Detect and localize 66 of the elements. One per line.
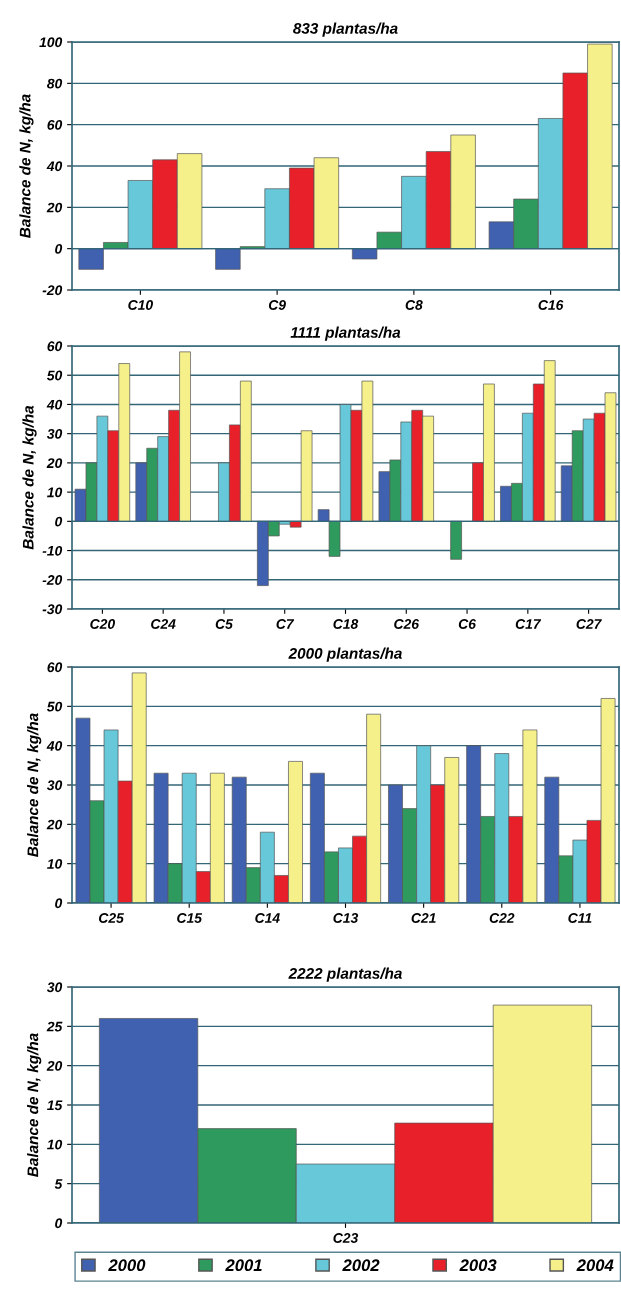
x-tick-label: C15 bbox=[177, 913, 203, 923]
x-tick-label: C18 bbox=[333, 619, 359, 629]
x-tick-label: C8 bbox=[405, 300, 423, 310]
y-tick-label: 0 bbox=[55, 244, 63, 254]
y-tick-label: 5 bbox=[54, 1179, 63, 1189]
y-tick-label: 20 bbox=[46, 819, 63, 830]
x-tick-label: C17 bbox=[515, 619, 542, 629]
x-tick-label: C5 bbox=[215, 619, 233, 629]
y-tick-label: 60 bbox=[47, 662, 63, 673]
y-tick-label: -20 bbox=[42, 575, 63, 585]
y-tick-label: 15 bbox=[47, 1100, 63, 1111]
x-tick-label: C16 bbox=[538, 300, 564, 310]
x-tick-label: C10 bbox=[128, 300, 153, 310]
y-axis-title: Balance de N, kg/ha bbox=[27, 713, 42, 857]
y-tick-label: 80 bbox=[47, 78, 63, 89]
y-tick-label: 20 bbox=[46, 1061, 63, 1071]
y-axis-title: Balance de N, kg/ha bbox=[27, 1033, 42, 1177]
y-tick-label: 60 bbox=[47, 341, 63, 352]
x-tick-label: C6 bbox=[458, 619, 477, 629]
y-tick-label: 50 bbox=[46, 370, 63, 381]
x-tick-label: C11 bbox=[568, 913, 592, 923]
y-tick-label: 10 bbox=[47, 1139, 63, 1150]
x-tick-label: C23 bbox=[333, 1233, 359, 1243]
y-tick-label: -20 bbox=[42, 285, 63, 296]
y-tick-label: 20 bbox=[46, 202, 63, 213]
chart-title: 2222 plantas/ha bbox=[288, 967, 402, 982]
legend-label: 2000 bbox=[108, 1259, 146, 1272]
y-tick-label: 30 bbox=[46, 429, 63, 439]
y-tick-label: 25 bbox=[46, 1021, 63, 1032]
y-tick-label: 0 bbox=[55, 898, 63, 909]
x-tick-label: C13 bbox=[333, 913, 359, 923]
y-tick-label: 50 bbox=[46, 701, 63, 712]
y-tick-label: 60 bbox=[47, 120, 63, 130]
x-tick-label: C9 bbox=[268, 300, 286, 310]
chart-title: 2000 plantas/ha bbox=[288, 647, 402, 662]
legend-label: 2003 bbox=[459, 1259, 497, 1272]
chart-title: 1111 plantas/ha bbox=[290, 326, 401, 341]
y-tick-label: 10 bbox=[47, 859, 63, 869]
x-tick-label: C21 bbox=[411, 913, 436, 923]
y-tick-label: 30 bbox=[46, 780, 63, 791]
y-tick-label: 10 bbox=[47, 487, 63, 498]
bar bbox=[450, 520, 462, 560]
y-tick-label: 0 bbox=[55, 516, 63, 527]
x-tick-label: C27 bbox=[576, 619, 602, 629]
y-tick-label: 20 bbox=[46, 458, 63, 469]
x-tick-label: C25 bbox=[99, 913, 124, 923]
x-tick-label: C20 bbox=[90, 619, 115, 629]
x-tick-label: C14 bbox=[255, 913, 280, 923]
x-tick-label: C7 bbox=[276, 619, 295, 629]
y-tick-label: 40 bbox=[46, 741, 63, 751]
chart-title: 833 plantas/ha bbox=[293, 22, 398, 37]
legend-label: 2004 bbox=[576, 1259, 614, 1272]
legend-label: 2002 bbox=[342, 1259, 380, 1272]
y-tick-label: 30 bbox=[46, 982, 63, 993]
x-tick-label: C26 bbox=[394, 619, 420, 629]
y-tick-label: 0 bbox=[55, 1218, 63, 1229]
y-tick-label: 100 bbox=[39, 37, 63, 48]
y-axis-title: Balance de N, kg/ha bbox=[19, 94, 34, 238]
y-tick-label: 40 bbox=[46, 399, 63, 410]
y-tick-label: -30 bbox=[42, 604, 63, 615]
x-tick-label: C22 bbox=[489, 913, 515, 923]
y-tick-label: -10 bbox=[42, 545, 63, 556]
y-tick-label: 40 bbox=[46, 161, 63, 172]
y-axis-title: Balance de N, kg/ha bbox=[22, 405, 37, 550]
x-tick-label: C24 bbox=[151, 619, 176, 629]
legend-label: 2001 bbox=[225, 1259, 262, 1272]
